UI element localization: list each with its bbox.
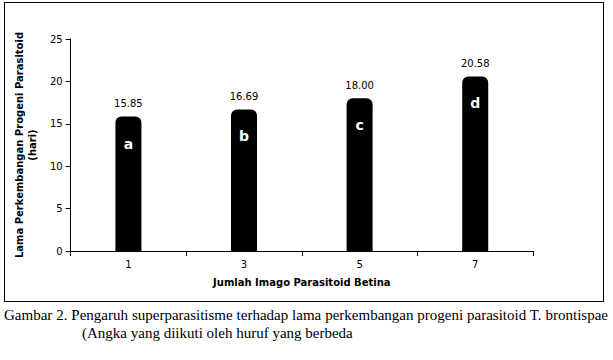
- html-text:Gambar 2. Pengaruh superparasi: Gambar 2. Pengaruh superparasitisme terh…: [4, 307, 608, 341]
- svg-text:c: c: [355, 117, 363, 133]
- svg-text:25: 25: [50, 34, 63, 45]
- svg-text:Jumlah Imago Parasitoid Betina: Jumlah Imago Parasitoid Betina: [212, 277, 391, 288]
- svg-text:(hari): (hari): [27, 129, 38, 160]
- svg-text:Lama Perkembangan Progeni Para: Lama Perkembangan Progeni Parasitoid: [14, 32, 25, 258]
- svg-text:20.58: 20.58: [461, 58, 490, 69]
- svg-text:d: d: [470, 95, 480, 111]
- svg-text:a: a: [124, 136, 133, 152]
- svg-text:0: 0: [56, 246, 62, 257]
- svg-text:b: b: [239, 128, 249, 144]
- svg-text:7: 7: [472, 259, 478, 270]
- svg-text:15.85: 15.85: [114, 98, 143, 109]
- svg-text:20: 20: [50, 76, 63, 87]
- svg-text:1: 1: [125, 259, 131, 270]
- svg-text:10: 10: [50, 161, 63, 172]
- svg-text:18.00: 18.00: [345, 80, 374, 91]
- svg-text:3: 3: [241, 259, 247, 270]
- svg-text:5: 5: [56, 203, 62, 214]
- svg-text:15: 15: [50, 118, 63, 129]
- svg-text:16.69: 16.69: [230, 91, 259, 102]
- svg-text:5: 5: [356, 259, 362, 270]
